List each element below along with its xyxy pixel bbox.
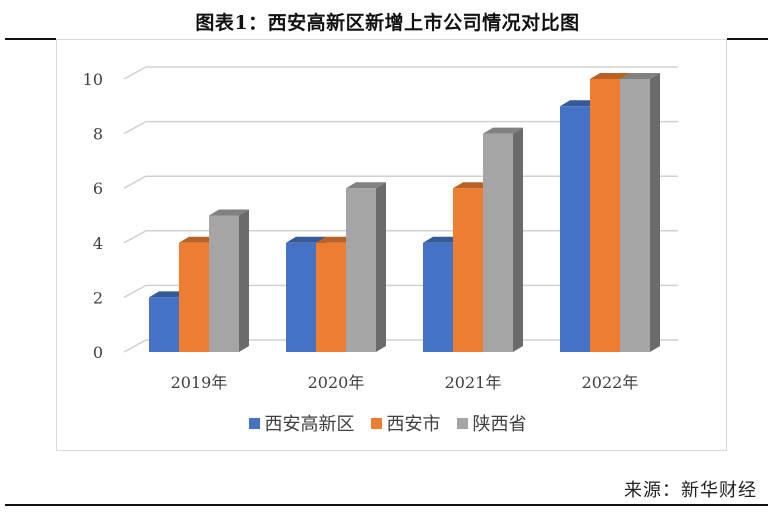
gridline-depth <box>123 175 147 189</box>
gridline-depth <box>123 66 147 80</box>
bar-side <box>239 209 249 352</box>
top-rule-right <box>727 38 768 40</box>
bar-top <box>286 236 326 243</box>
bar-group-2022年: 2022年 <box>560 73 660 392</box>
bar-top <box>209 209 249 216</box>
bar-陕西省-2022年 <box>620 79 650 352</box>
x-tick-label: 2020年 <box>308 373 365 392</box>
bar-西安高新区-2019年 <box>149 297 179 352</box>
bar-group-2020年: 2020年 <box>286 182 386 392</box>
legend-item: 西安市 <box>370 410 441 436</box>
bar-西安市-2020年 <box>316 242 346 352</box>
bar-陕西省-2019年 <box>209 215 239 352</box>
bar-西安市-2021年 <box>453 188 483 352</box>
y-tick-label: 6 <box>93 179 103 198</box>
gridline-depth <box>123 339 147 353</box>
bar-side <box>650 73 660 352</box>
legend-label: 陕西省 <box>472 414 527 435</box>
chart-title: 图表1：西安高新区新增上市公司情况对比图 <box>195 12 580 34</box>
bar-西安高新区-2020年 <box>286 242 316 352</box>
y-tick-label: 2 <box>93 288 103 307</box>
y-tick-label: 0 <box>93 343 103 362</box>
legend-swatch-icon <box>370 417 382 429</box>
legend-item: 西安高新区 <box>248 410 355 436</box>
gridline-depth <box>123 120 147 135</box>
legend-item: 陕西省 <box>456 410 527 436</box>
y-tick-label: 10 <box>83 70 103 89</box>
gridline-depth <box>123 284 147 299</box>
bar-top <box>620 73 660 79</box>
legend-swatch-icon <box>248 417 260 429</box>
legend-label: 西安高新区 <box>264 414 355 435</box>
bar-陕西省-2021年 <box>483 133 513 352</box>
x-tick-label: 2022年 <box>582 373 639 392</box>
gridline-depth <box>123 230 147 244</box>
bar-top <box>346 182 386 189</box>
bar-group-2019年: 2019年 <box>149 209 249 392</box>
top-rule-left <box>5 38 56 40</box>
bar-side <box>376 182 386 352</box>
y-tick-label: 4 <box>93 234 103 253</box>
source-note: 来源：新华财经 <box>624 480 757 501</box>
legend-label: 西安市 <box>386 414 441 435</box>
bar-西安高新区-2022年 <box>560 106 590 352</box>
bottom-rule <box>5 504 768 506</box>
legend-swatch-icon <box>456 417 468 429</box>
bar-top <box>590 73 630 79</box>
bar-西安高新区-2021年 <box>423 242 453 352</box>
bar-西安市-2022年 <box>590 79 620 352</box>
bar-group-2021年: 2021年 <box>423 127 523 392</box>
y-tick-label: 8 <box>93 125 103 144</box>
bar-side <box>513 127 523 352</box>
bar-陕西省-2020年 <box>346 188 376 352</box>
bar-top <box>483 127 523 134</box>
chart-legend: 西安高新区 西安市 陕西省 <box>0 410 775 436</box>
bar-西安市-2019年 <box>179 242 209 352</box>
x-tick-label: 2021年 <box>445 373 502 392</box>
x-tick-label: 2019年 <box>171 373 228 392</box>
